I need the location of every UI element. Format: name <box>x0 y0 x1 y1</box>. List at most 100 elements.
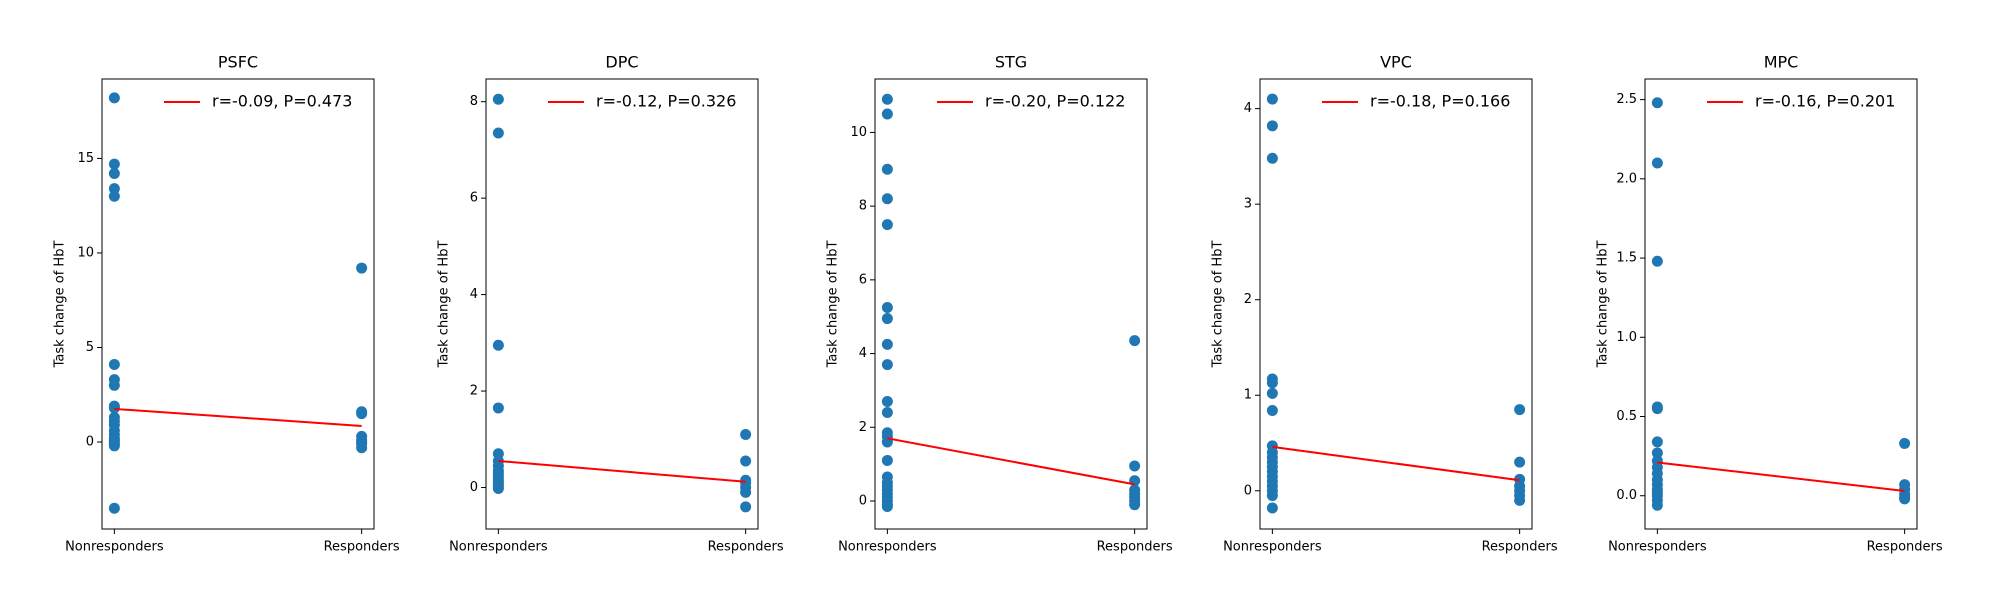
x-tick-label: Nonresponders <box>1608 540 1707 555</box>
x-tick-label: Responders <box>1097 540 1173 555</box>
point <box>356 262 368 274</box>
point <box>108 502 120 514</box>
point <box>881 395 893 407</box>
point <box>1514 404 1526 416</box>
y-tick-label: 0.0 <box>1616 488 1637 503</box>
y-tick-label: 0 <box>1244 483 1252 498</box>
point <box>1266 377 1278 389</box>
point <box>356 408 368 420</box>
point <box>492 339 504 351</box>
point <box>1651 436 1663 448</box>
point <box>1129 460 1141 472</box>
x-tick-label: Nonresponders <box>449 540 548 555</box>
fit-line <box>1657 461 1905 492</box>
panel: MPC Task change of HbT 0.0 0.5 1.0 1.5 2.0 2.5 N… <box>1596 53 1943 555</box>
y-tick-label: 8 <box>859 199 867 214</box>
point <box>492 482 504 494</box>
axes-frame <box>874 78 1148 530</box>
point <box>1514 494 1526 506</box>
point <box>1899 493 1911 505</box>
x-tick-label: Responders <box>708 540 784 555</box>
axes-frame <box>485 78 759 530</box>
point <box>1266 490 1278 502</box>
y-tick-label: 4 <box>1244 101 1252 116</box>
point <box>1651 403 1663 415</box>
y-tick-label: 6 <box>470 191 478 206</box>
point <box>881 501 893 513</box>
point <box>881 302 893 314</box>
point <box>881 407 893 419</box>
point <box>108 402 120 414</box>
chart-title: STG <box>995 53 1027 72</box>
y-tick-label: 1 <box>1244 388 1252 403</box>
axes-frame <box>1644 78 1918 530</box>
fit-line <box>498 459 746 483</box>
y-tick-label: 0.5 <box>1616 409 1637 424</box>
chart-title: PSFC <box>218 53 258 72</box>
point <box>1651 255 1663 267</box>
panel: STG Task change of HbT 0 2 4 6 8 10 Nonresponder… <box>826 53 1173 555</box>
y-tick-label: 0 <box>470 480 478 495</box>
point <box>881 338 893 350</box>
panel: VPC Task change of HbT 0 1 2 3 4 Nonresponders R… <box>1211 53 1558 555</box>
y-tick-label: 2 <box>1244 292 1252 307</box>
axes-frame <box>101 78 375 530</box>
x-tick-label: Nonresponders <box>65 540 164 555</box>
point <box>881 163 893 175</box>
legend-label: r=-0.12, P=0.326 <box>596 92 736 111</box>
point <box>108 183 120 195</box>
point <box>1129 335 1141 347</box>
point <box>881 454 893 466</box>
point <box>1899 437 1911 449</box>
fit-line <box>1272 445 1520 482</box>
y-tick-label: 2 <box>470 384 478 399</box>
point <box>1266 387 1278 399</box>
point <box>881 93 893 105</box>
point <box>1651 157 1663 169</box>
y-axis-label: Task change of HbT <box>1211 241 1226 369</box>
point <box>356 442 368 454</box>
axes-frame <box>1259 78 1533 530</box>
point <box>492 127 504 139</box>
panel: PSFC Task change of HbT 0 5 10 15 Nonresponder… <box>53 53 400 555</box>
y-tick-label: 1.0 <box>1616 330 1637 345</box>
point <box>108 440 120 452</box>
x-tick-label: Nonresponders <box>838 540 937 555</box>
fit-line <box>114 407 362 427</box>
y-tick-label: 15 <box>77 151 94 166</box>
fit-line <box>887 437 1135 486</box>
point <box>740 486 752 498</box>
x-tick-label: Responders <box>1482 540 1558 555</box>
y-tick-label: 8 <box>470 94 478 109</box>
y-tick-label: 4 <box>859 346 867 361</box>
legend-label: r=-0.09, P=0.473 <box>212 92 352 111</box>
point <box>740 455 752 467</box>
chart-title: MPC <box>1764 53 1799 72</box>
point <box>1129 499 1141 511</box>
y-tick-label: 2.0 <box>1616 171 1637 186</box>
point <box>740 428 752 440</box>
x-tick-label: Nonresponders <box>1223 540 1322 555</box>
y-tick-label: 3 <box>1244 197 1252 212</box>
point <box>108 92 120 104</box>
x-tick-label: Responders <box>1867 540 1943 555</box>
point <box>108 158 120 170</box>
y-tick-label: 2.5 <box>1616 92 1637 107</box>
point <box>1514 456 1526 468</box>
point <box>881 219 893 231</box>
legend-label: r=-0.18, P=0.166 <box>1370 92 1510 111</box>
y-tick-label: 10 <box>850 125 867 140</box>
point <box>492 402 504 414</box>
point <box>492 93 504 105</box>
y-tick-label: 10 <box>77 245 94 260</box>
point <box>1651 499 1663 511</box>
y-axis-label: Task change of HbT <box>53 241 68 369</box>
panel: DPC Task change of HbT 0 2 4 6 8 Nonresponders R… <box>437 53 784 555</box>
point <box>1266 93 1278 105</box>
y-axis-label: Task change of HbT <box>437 241 452 369</box>
point <box>108 168 120 180</box>
y-axis-label: Task change of HbT <box>1596 241 1611 369</box>
chart-title: VPC <box>1380 53 1412 72</box>
point <box>740 501 752 513</box>
